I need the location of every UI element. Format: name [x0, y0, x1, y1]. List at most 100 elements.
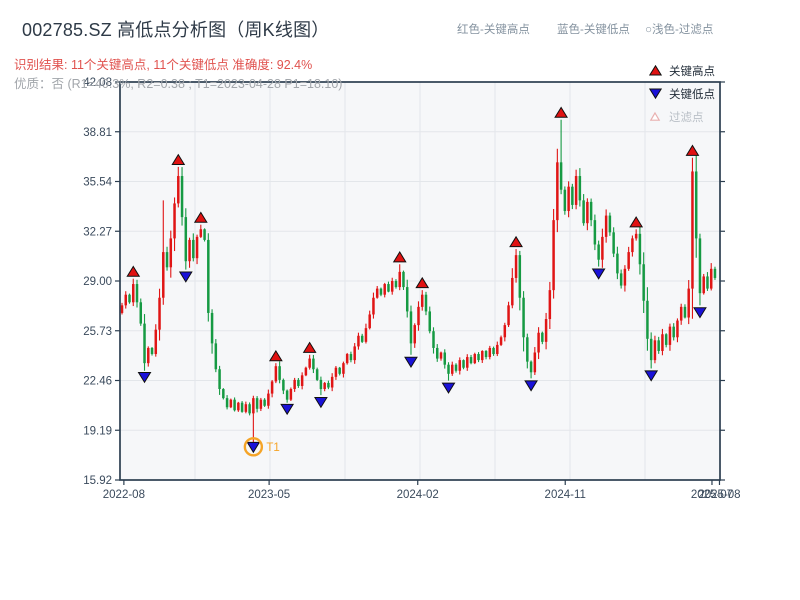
key-high-marker: [126, 265, 141, 277]
y-axis-label: 19.19: [83, 425, 112, 437]
candle-body-up: [342, 363, 345, 374]
candle-body-up: [676, 320, 679, 338]
candle-body-up: [417, 306, 420, 326]
triangle-down-blue-icon: [649, 88, 662, 99]
candle-body-down: [349, 354, 353, 361]
candle-body-up: [488, 347, 492, 358]
candle-body-up: [177, 176, 180, 204]
candle-body-down: [312, 358, 315, 370]
key-high-marker: [415, 276, 430, 289]
candle-body-up: [458, 360, 462, 371]
y-axis-label: 38.81: [83, 127, 112, 139]
plot-legend: 关键高点 关键低点 过滤点: [649, 59, 715, 128]
candle-body-up: [601, 236, 604, 260]
key-low-marker: [178, 271, 193, 283]
candle-body-down: [139, 302, 143, 324]
candle-body-down: [192, 239, 195, 259]
key-low-marker: [524, 380, 538, 392]
y-axis-label: 25.73: [83, 326, 112, 338]
candle-body-down: [597, 244, 600, 260]
key-low-marker: [246, 441, 261, 454]
candle-body-up: [147, 347, 150, 364]
candle-body-down: [657, 340, 660, 351]
candle-body-down: [529, 361, 533, 373]
candle-body-down: [616, 253, 619, 274]
y-axis-label: 29.00: [83, 276, 112, 288]
candle-body-up: [473, 354, 477, 364]
candle-body-up: [300, 375, 304, 386]
candle-body-down: [571, 186, 574, 205]
candle-body-down: [278, 366, 281, 380]
candle-body-up: [229, 399, 233, 408]
candle-body-up: [368, 314, 371, 329]
candle-body-down: [646, 300, 649, 339]
candle-body-down: [207, 239, 210, 313]
candle-body-down: [578, 176, 582, 201]
candle-body-up: [634, 233, 638, 239]
candle-body-down: [135, 284, 139, 303]
x-axis-label: 2024-02: [397, 489, 439, 501]
candle-body-up: [511, 277, 514, 306]
candle-body-up: [413, 325, 416, 344]
key-low-marker: [280, 403, 295, 416]
key-low-marker: [644, 370, 659, 382]
candle-body-up: [244, 404, 248, 412]
candle-body-down: [683, 306, 687, 318]
candle-body-up: [627, 252, 630, 269]
triangle-outline-icon: [649, 111, 661, 121]
candle-body-down: [263, 399, 266, 406]
t1-circle: [243, 437, 264, 457]
candle-body-up: [162, 252, 165, 298]
key-high-marker: [171, 153, 186, 165]
y-axis-label: 32.27: [83, 226, 112, 238]
key-high-marker: [629, 216, 644, 228]
candle-body-up: [702, 276, 705, 294]
candle-body-down: [360, 335, 364, 342]
candle-body-up: [375, 288, 379, 298]
quality-summary-text: 优质：否 (R1=40.3%, R2=0.38 ; T1=2023-04-28 …: [14, 77, 343, 91]
candle-body-up: [420, 294, 424, 307]
candle-body-up: [353, 346, 356, 361]
candle-body-down: [477, 354, 480, 361]
candle-body-down: [447, 364, 450, 374]
candle-body-up: [173, 203, 176, 239]
candle-body-up: [345, 354, 349, 364]
candle-body-down: [593, 220, 597, 245]
candle-body-down: [338, 367, 341, 374]
candle-body-up: [567, 186, 570, 212]
candle-body-up: [548, 290, 552, 320]
candle-body-up: [154, 329, 158, 355]
candle-body-up: [653, 340, 657, 361]
candle-body-down: [713, 268, 717, 278]
candle-body-up: [574, 176, 578, 205]
key-low-marker: [591, 268, 606, 280]
candle-body-up: [691, 171, 694, 289]
candle-body-down: [214, 343, 218, 370]
candle-body-up: [293, 379, 296, 390]
candle-body-up: [158, 297, 161, 330]
candle-body-up: [383, 284, 386, 295]
candle-body-up: [199, 229, 203, 237]
candle-body-up: [439, 352, 443, 359]
triangle-up-red-icon: [649, 65, 662, 76]
legend-red-key-high: 红色-关键高点: [457, 24, 530, 36]
candle-body-up: [259, 399, 263, 409]
candle-body-down: [218, 369, 221, 390]
candle-body-up: [304, 367, 308, 376]
candle-body-down: [541, 332, 544, 342]
candle-body-down: [233, 399, 236, 411]
candle-body-up: [496, 344, 499, 355]
candle-body-down: [409, 311, 413, 344]
candle-body-up: [481, 350, 484, 361]
y-axis-label: 42.08: [83, 77, 112, 89]
candle-body-down: [559, 162, 563, 190]
candle-body-up: [687, 288, 690, 318]
candle-body-down: [143, 323, 146, 364]
candle-body-down: [402, 271, 405, 288]
candle-body-down: [379, 288, 383, 295]
candle-body-up: [124, 294, 128, 306]
candle-body-down: [297, 379, 300, 386]
candle-body-up: [364, 328, 368, 342]
key-high-marker: [193, 211, 208, 223]
